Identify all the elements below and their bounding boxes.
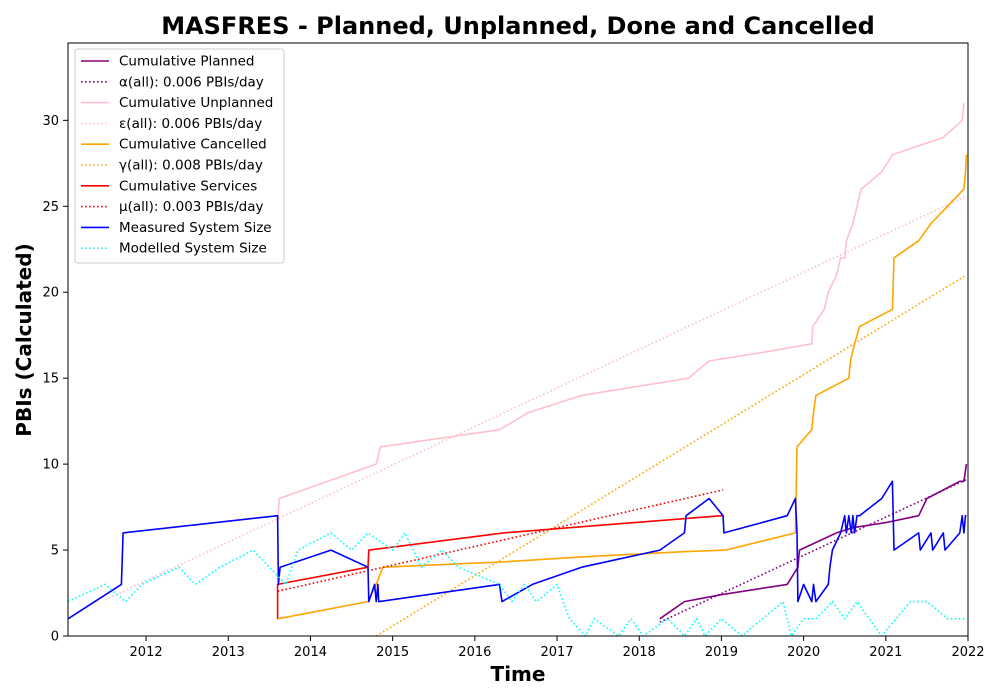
y-tick-label: 15 xyxy=(42,372,59,387)
series-line-cumulative-unplanned-2 xyxy=(276,103,965,525)
x-tick-label: 2014 xyxy=(294,645,327,660)
legend-box xyxy=(74,48,285,264)
series-line-cumulative-planned-0 xyxy=(659,463,968,620)
legend-label: Cumulative Services xyxy=(119,178,257,194)
x-tick-label: 2012 xyxy=(130,645,163,660)
y-tick-label: 0 xyxy=(51,630,59,645)
chart-title: MASFRES - Planned, Unplanned, Done and C… xyxy=(161,12,875,40)
legend-label: Cumulative Planned xyxy=(119,54,255,70)
plot-area xyxy=(68,103,968,636)
legend-label: ε(all): 0.006 PBIs/day xyxy=(119,116,262,132)
x-tick-label: 2017 xyxy=(540,645,573,660)
y-axis-title: PBIs (Calculated) xyxy=(12,243,36,436)
legend-label: α(all): 0.006 PBIs/day xyxy=(119,74,264,90)
legend-label: Measured System Size xyxy=(119,220,272,236)
y-tick-label: 30 xyxy=(42,114,59,129)
x-tick-label: 2022 xyxy=(951,645,984,660)
x-axis: 2012 2013 2014 2015 2016 2017 2018 2019 2020 2021… xyxy=(130,636,985,660)
series-line-cumulative-cancelled-4 xyxy=(277,154,968,620)
x-tick-label: 2018 xyxy=(623,645,656,660)
x-axis-title: Time xyxy=(491,662,546,686)
series-line-all-0-006-pbis-day-1 xyxy=(659,478,967,623)
y-tick-label: 25 xyxy=(42,200,59,215)
legend-label: Modelled System Size xyxy=(119,241,267,257)
y-tick-label: 5 xyxy=(51,544,59,559)
series-line-all-0-003-pbis-day-7 xyxy=(277,489,724,593)
y-axis: 0 5 10 15 20 25 30 xyxy=(42,114,68,645)
legend-label: Cumulative Unplanned xyxy=(119,95,273,111)
x-tick-label: 2013 xyxy=(212,645,245,660)
x-tick-label: 2021 xyxy=(869,645,902,660)
series-line-measured-system-size-8 xyxy=(68,480,967,620)
legend-label: Cumulative Cancelled xyxy=(119,137,267,153)
x-tick-label: 2019 xyxy=(705,645,738,660)
x-tick-label: 2015 xyxy=(376,645,409,660)
x-tick-label: 2020 xyxy=(787,645,820,660)
plot-frame xyxy=(67,42,969,637)
legend-label: γ(all): 0.008 PBIs/day xyxy=(119,158,263,174)
series-line-all-0-008-pbis-day-5 xyxy=(375,274,967,636)
y-tick-label: 10 xyxy=(42,458,59,473)
legend: Cumulative Planned α(all): 0.006 PBIs/day… xyxy=(74,48,285,264)
legend-label: μ(all): 0.003 PBIs/day xyxy=(119,199,263,215)
x-tick-label: 2016 xyxy=(458,645,491,660)
series-line-all-0-006-pbis-day-3 xyxy=(104,195,967,601)
y-tick-label: 20 xyxy=(42,286,59,301)
